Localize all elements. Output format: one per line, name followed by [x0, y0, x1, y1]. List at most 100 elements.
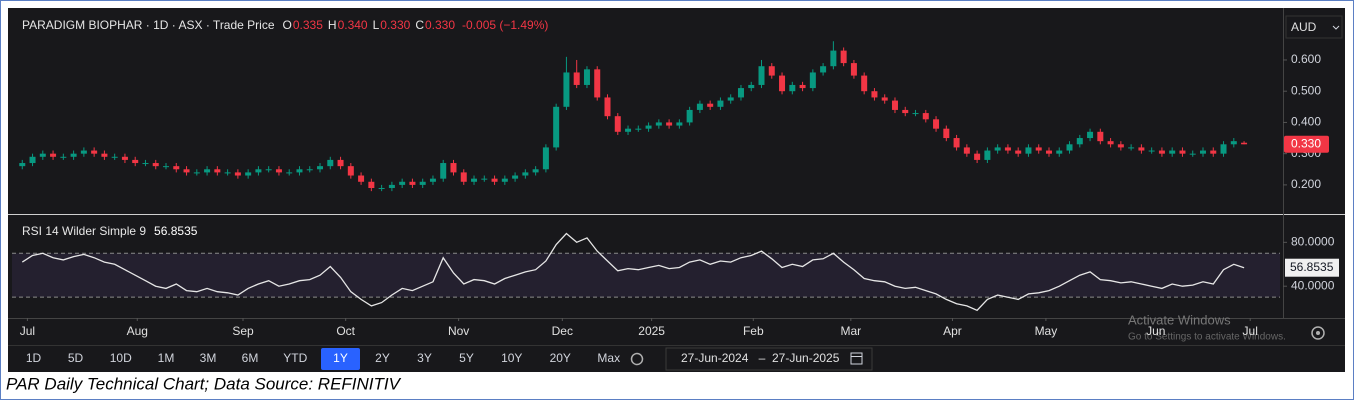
- range-button[interactable]: 10D: [110, 351, 132, 365]
- calendar-icon[interactable]: [850, 352, 863, 365]
- currency-select[interactable]: AUD: [1285, 15, 1343, 39]
- range-button[interactable]: 1M: [158, 351, 175, 365]
- rsi-line: [21, 232, 1245, 312]
- range-button-label[interactable]: 5D: [68, 351, 84, 365]
- candle-body: [1087, 131, 1094, 139]
- candle-body: [358, 175, 365, 182]
- x-tick-label: Nov: [448, 324, 469, 338]
- candle-body: [583, 69, 590, 85]
- range-button-label[interactable]: 20Y: [550, 351, 571, 365]
- currency[interactable]: AUD: [1291, 20, 1317, 34]
- candle-body: [388, 184, 395, 189]
- candle-body: [830, 50, 837, 67]
- candle-body: [707, 103, 714, 107]
- candle-body: [635, 128, 642, 130]
- chart-title: PARADIGM BIOPHAR · 1D · ASX · Trade Pric…: [22, 18, 275, 32]
- range-button[interactable]: 5Y: [459, 351, 474, 365]
- candle-body: [234, 172, 241, 176]
- range-button[interactable]: 10Y: [501, 351, 522, 365]
- currency-box[interactable]: [1285, 15, 1343, 39]
- x-tick-label: Mar: [840, 324, 861, 338]
- range-button-label[interactable]: 2Y: [375, 351, 390, 365]
- candle-body: [768, 66, 775, 76]
- candle-body: [1045, 150, 1052, 154]
- candle-body: [891, 100, 898, 110]
- range-button-label[interactable]: 3Y: [417, 351, 432, 365]
- candle-body: [727, 97, 734, 101]
- candle-body: [183, 169, 190, 173]
- range-button-label[interactable]: 5Y: [459, 351, 474, 365]
- range-settings[interactable]: [630, 352, 644, 366]
- y-tick-label: 0.400: [1291, 115, 1321, 129]
- x-tick-label: Sep: [232, 324, 254, 338]
- range-button[interactable]: YTD: [283, 351, 307, 365]
- range-button[interactable]: 3Y: [417, 351, 432, 365]
- chevron: [1332, 25, 1340, 30]
- range-button-label[interactable]: 10Y: [501, 351, 522, 365]
- candle-body: [91, 150, 98, 154]
- candle-body: [440, 163, 447, 179]
- candle-body: [789, 84, 796, 92]
- range-button-label[interactable]: Max: [597, 351, 620, 365]
- last-price-label: 0.330: [1291, 136, 1321, 150]
- candle-body: [173, 166, 180, 170]
- range-button[interactable]: 5D: [68, 351, 84, 365]
- date-to[interactable]: 27-Jun-2025: [772, 351, 840, 365]
- x-tick-label: 2025: [638, 324, 665, 338]
- y-tick-label: 80.0000: [1291, 234, 1335, 248]
- candle-body: [1066, 144, 1073, 151]
- range-button[interactable]: 1D: [26, 351, 42, 365]
- last-price-box: [1284, 135, 1329, 153]
- candle-body: [974, 153, 981, 160]
- candle-body: [429, 178, 436, 182]
- date-box[interactable]: [665, 347, 873, 371]
- legend-value: 0.335: [293, 18, 323, 32]
- candle-body: [163, 166, 170, 168]
- range-button-label[interactable]: YTD: [283, 351, 307, 365]
- legend-key: L: [373, 18, 380, 32]
- candle-body: [1179, 150, 1186, 154]
- range-button[interactable]: 20Y: [550, 351, 571, 365]
- legend-value: 0.330: [380, 18, 410, 32]
- range-button-label[interactable]: 1D: [26, 351, 42, 365]
- range-button-label[interactable]: 1Y: [333, 351, 348, 365]
- settings-icon[interactable]: [1311, 326, 1325, 340]
- candle-body: [1025, 147, 1032, 154]
- candle-body: [881, 97, 888, 101]
- candle-body: [1148, 150, 1155, 152]
- candle-body: [1169, 150, 1176, 154]
- range-button-label[interactable]: 10D: [110, 351, 132, 365]
- range-button-label[interactable]: 1M: [158, 351, 175, 365]
- y-tick-label: 40.0000: [1291, 278, 1335, 292]
- candle-body: [60, 156, 67, 158]
- caption: PAR Daily Technical Chart; Data Source: …: [6, 374, 402, 393]
- candle-body: [19, 163, 26, 167]
- candle-body: [522, 172, 529, 176]
- range-button-active[interactable]: [321, 348, 360, 370]
- range-button[interactable]: 3M: [200, 351, 217, 365]
- candle-body: [450, 163, 457, 173]
- candle-body: [1004, 147, 1011, 151]
- range-button[interactable]: 6M: [242, 351, 259, 365]
- settings-button[interactable]: [1311, 326, 1325, 340]
- date-range[interactable]: 27-Jun-2024 – 27-Jun-2025: [665, 347, 873, 371]
- candle-body: [1015, 150, 1022, 154]
- range-button-label[interactable]: 3M: [200, 351, 217, 365]
- gear-icon[interactable]: [630, 352, 644, 366]
- date-from[interactable]: 27-Jun-2024: [681, 351, 749, 365]
- candle-body: [922, 113, 929, 120]
- range-button[interactable]: 1Y: [321, 348, 360, 370]
- candle-body: [984, 150, 991, 160]
- candle-body: [245, 172, 252, 176]
- candle-body: [1076, 138, 1083, 145]
- candle-body: [121, 156, 128, 160]
- candle-body: [840, 50, 847, 64]
- candle-body: [861, 75, 868, 92]
- range-button-label[interactable]: 6M: [242, 351, 259, 365]
- candle-body: [912, 113, 919, 115]
- range-button[interactable]: Max: [597, 351, 620, 365]
- range-button[interactable]: 2Y: [375, 351, 390, 365]
- candle-body: [501, 178, 508, 182]
- candle-body: [871, 91, 878, 98]
- rsi-last-box: [1285, 258, 1339, 277]
